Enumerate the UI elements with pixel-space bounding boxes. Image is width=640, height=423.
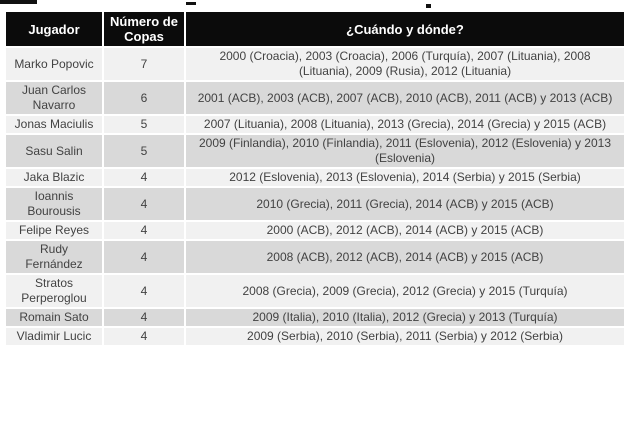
- cups-cell: 5: [104, 116, 184, 133]
- table-row: Juan Carlos Navarro 6 2001 (ACB), 2003 (…: [6, 82, 624, 114]
- cups-table: Jugador Número de Copas ¿Cuándo y dónde?…: [4, 10, 626, 347]
- when-where-cell: 2000 (Croacia), 2003 (Croacia), 2006 (Tu…: [186, 48, 624, 80]
- crop-artifact-dot: [426, 4, 431, 8]
- player-cell: Jaka Blazic: [6, 169, 102, 186]
- player-cell: Marko Popovic: [6, 48, 102, 80]
- header-row: Jugador Número de Copas ¿Cuándo y dónde?: [6, 12, 624, 46]
- cups-cell: 6: [104, 82, 184, 114]
- table-row: Rudy Fernández 4 2008 (ACB), 2012 (ACB),…: [6, 241, 624, 273]
- when-where-cell: 2008 (ACB), 2012 (ACB), 2014 (ACB) y 201…: [186, 241, 624, 273]
- table-header: Jugador Número de Copas ¿Cuándo y dónde?: [6, 12, 624, 46]
- player-cell: Juan Carlos Navarro: [6, 82, 102, 114]
- header-cups-count: Número de Copas: [104, 12, 184, 46]
- header-when-where: ¿Cuándo y dónde?: [186, 12, 624, 46]
- player-cell: Rudy Fernández: [6, 241, 102, 273]
- table-row: Jaka Blazic 4 2012 (Eslovenia), 2013 (Es…: [6, 169, 624, 186]
- crop-artifact-bar: [0, 0, 37, 4]
- when-where-cell: 2000 (ACB), 2012 (ACB), 2014 (ACB) y 201…: [186, 222, 624, 239]
- crop-artifact-dash: [186, 2, 196, 5]
- table-row: Stratos Perperoglou 4 2008 (Grecia), 200…: [6, 275, 624, 307]
- table-row: Marko Popovic 7 2000 (Croacia), 2003 (Cr…: [6, 48, 624, 80]
- cups-cell: 4: [104, 275, 184, 307]
- when-where-cell: 2007 (Lituania), 2008 (Lituania), 2013 (…: [186, 116, 624, 133]
- cups-cell: 4: [104, 222, 184, 239]
- when-where-cell: 2010 (Grecia), 2011 (Grecia), 2014 (ACB)…: [186, 188, 624, 220]
- cups-cell: 5: [104, 135, 184, 167]
- cups-cell: 4: [104, 328, 184, 345]
- cups-cell: 4: [104, 309, 184, 326]
- player-cell: Vladimir Lucic: [6, 328, 102, 345]
- when-where-cell: 2008 (Grecia), 2009 (Grecia), 2012 (Grec…: [186, 275, 624, 307]
- table-row: Romain Sato 4 2009 (Italia), 2010 (Itali…: [6, 309, 624, 326]
- cups-cell: 4: [104, 188, 184, 220]
- when-where-cell: 2001 (ACB), 2003 (ACB), 2007 (ACB), 2010…: [186, 82, 624, 114]
- when-where-cell: 2009 (Serbia), 2010 (Serbia), 2011 (Serb…: [186, 328, 624, 345]
- header-player: Jugador: [6, 12, 102, 46]
- player-cell: Ioannis Bourousis: [6, 188, 102, 220]
- player-cell: Sasu Salin: [6, 135, 102, 167]
- cups-cell: 4: [104, 241, 184, 273]
- table-row: Ioannis Bourousis 4 2010 (Grecia), 2011 …: [6, 188, 624, 220]
- player-cell: Felipe Reyes: [6, 222, 102, 239]
- cups-cell: 4: [104, 169, 184, 186]
- table-row: Vladimir Lucic 4 2009 (Serbia), 2010 (Se…: [6, 328, 624, 345]
- player-cell: Romain Sato: [6, 309, 102, 326]
- table-body: Marko Popovic 7 2000 (Croacia), 2003 (Cr…: [6, 48, 624, 345]
- when-where-cell: 2009 (Italia), 2010 (Italia), 2012 (Grec…: [186, 309, 624, 326]
- player-cell: Stratos Perperoglou: [6, 275, 102, 307]
- table-row: Felipe Reyes 4 2000 (ACB), 2012 (ACB), 2…: [6, 222, 624, 239]
- cups-cell: 7: [104, 48, 184, 80]
- player-cell: Jonas Maciulis: [6, 116, 102, 133]
- table-row: Sasu Salin 5 2009 (Finlandia), 2010 (Fin…: [6, 135, 624, 167]
- table-row: Jonas Maciulis 5 2007 (Lituania), 2008 (…: [6, 116, 624, 133]
- when-where-cell: 2012 (Eslovenia), 2013 (Eslovenia), 2014…: [186, 169, 624, 186]
- when-where-cell: 2009 (Finlandia), 2010 (Finlandia), 2011…: [186, 135, 624, 167]
